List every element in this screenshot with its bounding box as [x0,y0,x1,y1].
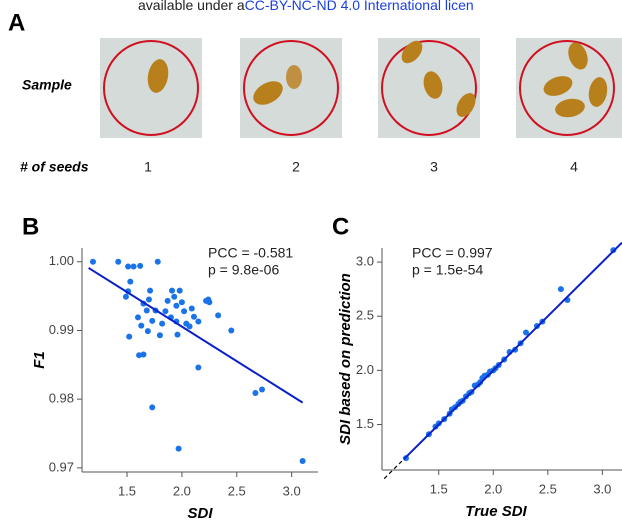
seed [401,40,423,64]
point [164,297,171,304]
panel-label: A [8,9,25,36]
header-link: CC-BY-NC-ND 4.0 International licen [245,0,474,13]
seed [588,77,608,107]
y-tick-label: 2.0 [356,362,374,377]
seed-count: 3 [430,159,438,175]
point [159,320,166,327]
x-axis-label: True SDI [465,503,527,520]
x-tick-label: 2.0 [484,481,502,496]
sample-images [100,38,622,138]
point [162,308,169,315]
y-tick-label: 1.5 [356,416,374,431]
point [176,287,183,294]
point [523,329,529,336]
header-text: available under a [138,0,245,13]
point [137,262,144,269]
point [173,302,180,309]
x-tick-label: 2.5 [539,481,557,496]
point [156,332,163,339]
x-tick-label: 3.0 [283,483,301,498]
point [154,258,161,265]
point [125,263,132,270]
seed [286,65,302,89]
point [228,327,235,334]
seed [555,98,585,118]
annotation: p = 9.8e-06 [208,262,279,278]
point [175,445,182,452]
point [115,258,122,265]
point [89,258,96,265]
point [299,458,306,465]
point [136,352,143,359]
point [143,307,150,314]
point [252,389,259,396]
point [138,322,145,329]
point [195,318,202,325]
point [169,287,176,294]
y-tick-label: 0.99 [49,322,74,337]
fit-line [88,267,304,404]
x-tick-label: 1.5 [118,483,136,498]
point [144,328,151,335]
well [519,40,615,136]
point [206,299,213,306]
point [122,293,129,300]
y-tick-label: 1.00 [49,253,74,268]
seed [253,81,283,105]
seed [147,59,169,93]
point [130,263,137,270]
fit-line [403,241,622,460]
count-label: # of seeds [20,159,89,175]
x-axis-label: SDI [187,505,213,522]
point [259,386,266,393]
well [381,40,477,136]
point [171,293,178,300]
point [126,333,133,340]
y-axis-label: F1 [31,351,48,369]
annotation: PCC = -0.581 [208,245,293,261]
well [243,40,339,136]
point [149,404,156,411]
annotation: p = 1.5e-54 [412,262,483,278]
seed [543,76,573,96]
point [188,305,195,312]
seed [568,42,588,70]
point [147,287,154,294]
annotation: PCC = 0.997 [412,245,493,261]
point [195,364,202,371]
point [181,308,188,315]
point [127,278,134,285]
seed-count: 1 [144,159,152,175]
y-tick-label: 0.97 [49,459,74,474]
panel-label: C [332,213,349,240]
point [190,313,197,320]
row-label: Sample [22,77,72,93]
x-tick-label: 1.5 [430,481,448,496]
point [178,299,185,306]
seed-count: 4 [570,159,578,175]
panel-label: B [22,213,39,240]
point [140,351,147,358]
header: available under aCC-BY-NC-ND 4.0 Interna… [138,0,474,13]
point [215,312,222,319]
point [149,317,156,324]
y-tick-label: 2.5 [356,308,374,323]
x-tick-label: 3.0 [593,481,611,496]
well [103,40,199,136]
x-tick-label: 2.5 [228,483,246,498]
x-tick-label: 2.0 [173,483,191,498]
seed [423,71,443,99]
point [557,286,564,293]
y-axis-label: SDI based on prediction [337,273,354,445]
seed-count: 2 [292,159,300,175]
point [174,331,181,338]
point [134,314,141,321]
point [145,296,152,303]
y-tick-label: 3.0 [356,254,374,269]
point [186,323,193,330]
seed [456,93,476,117]
y-tick-label: 0.98 [49,391,74,406]
